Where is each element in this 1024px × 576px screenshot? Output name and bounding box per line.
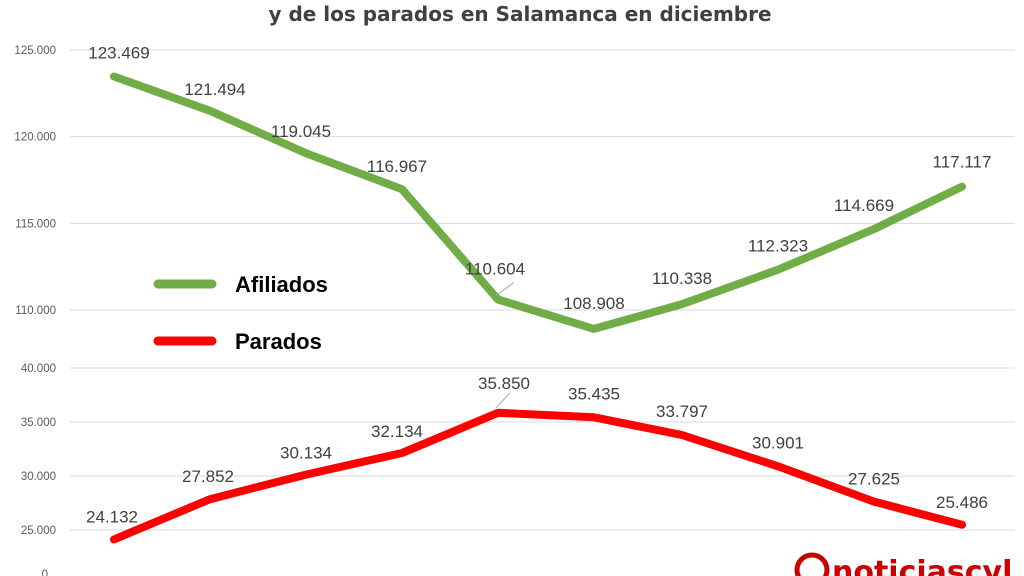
data-label-afiliados: 117.117	[933, 153, 992, 172]
y-tick-label: 115.000	[15, 218, 56, 230]
noticiascyl-logo: noticiascyl	[794, 552, 1012, 576]
data-label-afiliados: 110.338	[652, 269, 712, 288]
data-label-parados: 32.134	[371, 422, 423, 441]
y-tick-label: 0	[42, 569, 48, 576]
y-axis-tick-labels: 110.000 115.000 120.000 125.000 25.000 30.000…	[14, 45, 56, 576]
logo-text: noticiascyl	[832, 555, 1012, 576]
series-line-afiliados	[110, 72, 966, 333]
data-label-parados: 27.625	[848, 470, 900, 489]
y-tick-label: 30.000	[21, 471, 56, 483]
data-label-afiliados: 112.323	[748, 237, 808, 256]
data-label-parados: 30.901	[752, 433, 804, 452]
legend-label-parados: Parados	[235, 329, 322, 354]
gridlines	[70, 49, 1015, 531]
y-tick-label: 25.000	[21, 525, 56, 537]
data-label-afiliados: 114.669	[834, 196, 894, 215]
y-tick-label: 125.000	[14, 45, 56, 57]
data-label-afiliados: 121.494	[184, 80, 245, 99]
data-label-parados: 27.852	[182, 467, 234, 486]
data-label-parados: 25.486	[936, 493, 988, 512]
label-leader-line	[495, 392, 511, 409]
y-tick-label: 120.000	[14, 132, 56, 144]
y-tick-label: 110.000	[15, 305, 56, 317]
series-lines	[110, 72, 966, 544]
y-tick-label: 35.000	[21, 417, 56, 429]
legend: Afiliados Parados	[153, 272, 328, 354]
data-label-parados: 30.134	[280, 444, 332, 463]
data-label-parados: 33.797	[656, 402, 708, 421]
data-label-parados: 35.850	[478, 374, 530, 393]
chart-title: y de los parados en Salamanca en diciemb…	[268, 2, 771, 26]
legend-label-afiliados: Afiliados	[235, 272, 328, 297]
logo-mark-icon	[794, 552, 830, 576]
data-label-parados: 35.435	[568, 384, 620, 403]
label-leader-line	[495, 282, 515, 296]
data-label-afiliados: 116.967	[367, 157, 427, 176]
data-label-parados: 24.132	[86, 507, 138, 526]
data-label-afiliados: 123.469	[88, 44, 149, 63]
y-tick-label: 40.000	[21, 363, 56, 375]
data-label-afiliados: 110.604	[465, 260, 525, 279]
series-line-parados	[110, 408, 966, 544]
data-label-afiliados: 119.045	[271, 122, 331, 141]
data-labels: 123.469 121.494 119.045 116.967 110.604 108.9…	[86, 44, 991, 527]
data-label-afiliados: 108.908	[563, 294, 624, 313]
